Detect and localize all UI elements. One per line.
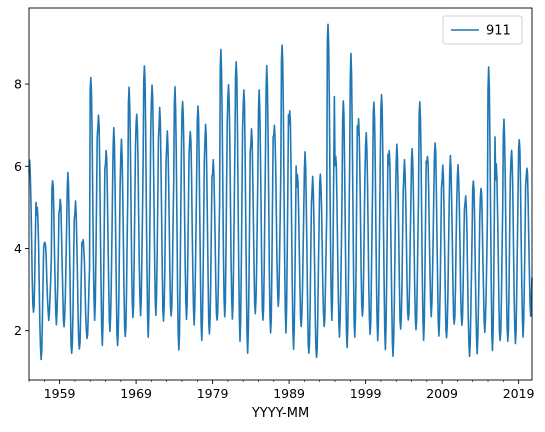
legend-box xyxy=(442,15,523,45)
x-axis: 1959 1969 1979 1989 1999 2009 2019 xyxy=(28,380,535,401)
x-axis-title: YYYY-MM xyxy=(251,406,309,421)
legend-label-911: 911 xyxy=(486,24,511,39)
x-tick-label: 1959 xyxy=(44,386,76,401)
y-tick-label: 8 xyxy=(14,77,22,92)
x-tick-label: 1969 xyxy=(120,386,152,401)
x-tick-label: 1989 xyxy=(273,386,305,401)
x-tick-label: 2019 xyxy=(503,386,535,401)
series-911-layer xyxy=(28,23,533,361)
series-911-line xyxy=(28,23,533,361)
x-tick-label: 2009 xyxy=(426,386,458,401)
y-tick-label: 4 xyxy=(14,241,22,256)
x-tick-label: 1979 xyxy=(197,386,229,401)
y-axis: 2 4 6 8 xyxy=(14,77,29,338)
x-tick-label: 1999 xyxy=(350,386,382,401)
y-tick-label: 6 xyxy=(14,159,22,174)
legend: 911 xyxy=(442,15,523,45)
y-tick-label: 2 xyxy=(14,323,22,338)
plot-frame xyxy=(28,7,533,381)
